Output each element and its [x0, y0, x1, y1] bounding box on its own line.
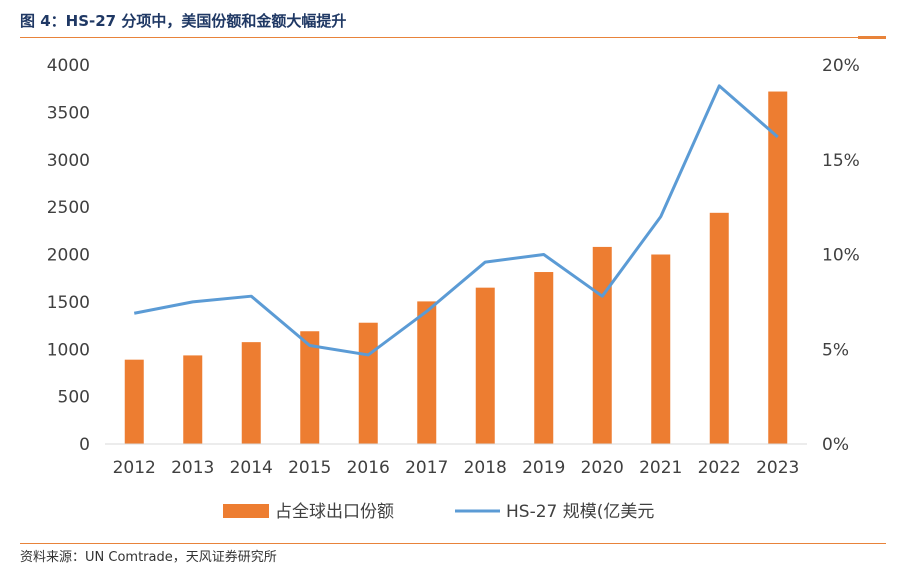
bar-2017 — [417, 301, 437, 444]
chart: 2012 2013 2014 2015 2016 2017 2018 2019 2020 2021… — [47, 56, 860, 522]
left-y-tick-1000: 1000 — [47, 340, 90, 360]
left-y-tick-4000: 4000 — [47, 56, 90, 76]
bar-2013 — [183, 355, 203, 444]
left-y-tick-2500: 2500 — [47, 198, 90, 218]
right-y-tick-20%: 20% — [822, 56, 860, 76]
x-tick-2012: 2012 — [113, 458, 156, 478]
source-note: 资料来源：UN Comtrade，天风证券研究所 — [20, 550, 277, 565]
legend-line-label: HS-27 规模(亿美元 — [506, 502, 654, 522]
left-y-tick-labels: 0 500 1000 1500 2000 2500 3000 3500 4000 — [47, 56, 90, 455]
legend: 占全球出口份额 HS-27 规模(亿美元 — [223, 502, 654, 522]
x-tick-labels: 2012 2013 2014 2015 2016 2017 2018 2019 2020 2021… — [113, 458, 800, 478]
left-y-tick-3500: 3500 — [47, 103, 90, 123]
bar-2021 — [651, 254, 671, 444]
left-y-tick-0: 0 — [79, 435, 90, 455]
x-tick-2021: 2021 — [639, 458, 682, 478]
bar-2014 — [241, 342, 261, 444]
right-y-tick-5%: 5% — [822, 340, 849, 360]
x-tick-2013: 2013 — [171, 458, 214, 478]
bar-2012 — [124, 359, 144, 444]
x-tick-2014: 2014 — [230, 458, 273, 478]
right-y-tick-0%: 0% — [822, 435, 849, 455]
figure-title: 图 4：HS-27 分项中，美国份额和金额大幅提升 — [20, 12, 347, 30]
bar-series — [124, 91, 788, 444]
left-y-tick-3000: 3000 — [47, 151, 90, 171]
x-tick-2016: 2016 — [347, 458, 390, 478]
x-tick-2020: 2020 — [581, 458, 624, 478]
bar-2016 — [358, 322, 378, 444]
left-y-tick-1500: 1500 — [47, 293, 90, 313]
top-divider — [20, 37, 886, 38]
bar-2019 — [534, 272, 554, 444]
right-y-tick-15%: 15% — [822, 151, 860, 171]
left-y-tick-500: 500 — [58, 388, 90, 408]
bar-2020 — [592, 246, 612, 444]
legend-bar-label: 占全球出口份额 — [275, 502, 394, 522]
x-tick-2019: 2019 — [522, 458, 565, 478]
right-y-tick-10%: 10% — [822, 246, 860, 266]
x-tick-2023: 2023 — [756, 458, 799, 478]
x-tick-2017: 2017 — [405, 458, 448, 478]
bottom-divider — [20, 543, 886, 544]
x-tick-2018: 2018 — [464, 458, 507, 478]
bar-2018 — [475, 287, 495, 444]
line-series — [133, 84, 779, 357]
top-divider-accent — [858, 36, 886, 39]
bar-2022 — [709, 212, 729, 444]
x-tick-2022: 2022 — [698, 458, 741, 478]
x-tick-2015: 2015 — [288, 458, 331, 478]
bar-2023 — [768, 91, 788, 444]
legend-bar-swatch — [223, 504, 269, 518]
bar-2015 — [300, 331, 320, 444]
right-y-tick-labels: 0% 5% 10% 15% 20% — [822, 56, 860, 455]
left-y-tick-2000: 2000 — [47, 246, 90, 266]
